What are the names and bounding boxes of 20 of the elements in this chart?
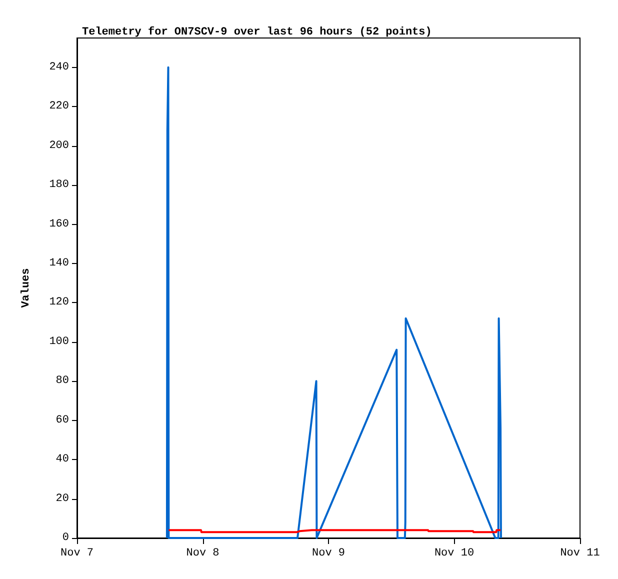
- x-tick-label: Nov 8: [186, 548, 220, 560]
- y-tick-label: 120: [49, 296, 69, 309]
- x-tick-label: Nov 9: [312, 548, 346, 560]
- y-tick-label: 60: [56, 414, 69, 426]
- y-tick-label: 80: [56, 375, 69, 388]
- chart-title: Telemetry for ON7SCV-9 over last 96 hours (52 points): [82, 26, 432, 38]
- y-tick-label: 240: [49, 61, 69, 74]
- x-tick-label: Nov 7: [60, 548, 94, 560]
- y-tick-label: 20: [56, 492, 69, 505]
- x-tick-label: Nov 11: [560, 548, 600, 560]
- y-tick-label: 100: [49, 336, 69, 348]
- y-tick-label: 220: [49, 100, 69, 113]
- y-tick-label: 160: [49, 218, 69, 230]
- y-tick-label: 40: [56, 454, 69, 466]
- y-tick-label: 200: [49, 140, 69, 152]
- x-tick-label: Nov 10: [434, 548, 474, 560]
- y-tick-label: 180: [49, 179, 69, 192]
- y-axis-title: Values: [20, 268, 32, 308]
- y-tick-label: 140: [49, 257, 69, 270]
- y-tick-label: 0: [62, 532, 69, 544]
